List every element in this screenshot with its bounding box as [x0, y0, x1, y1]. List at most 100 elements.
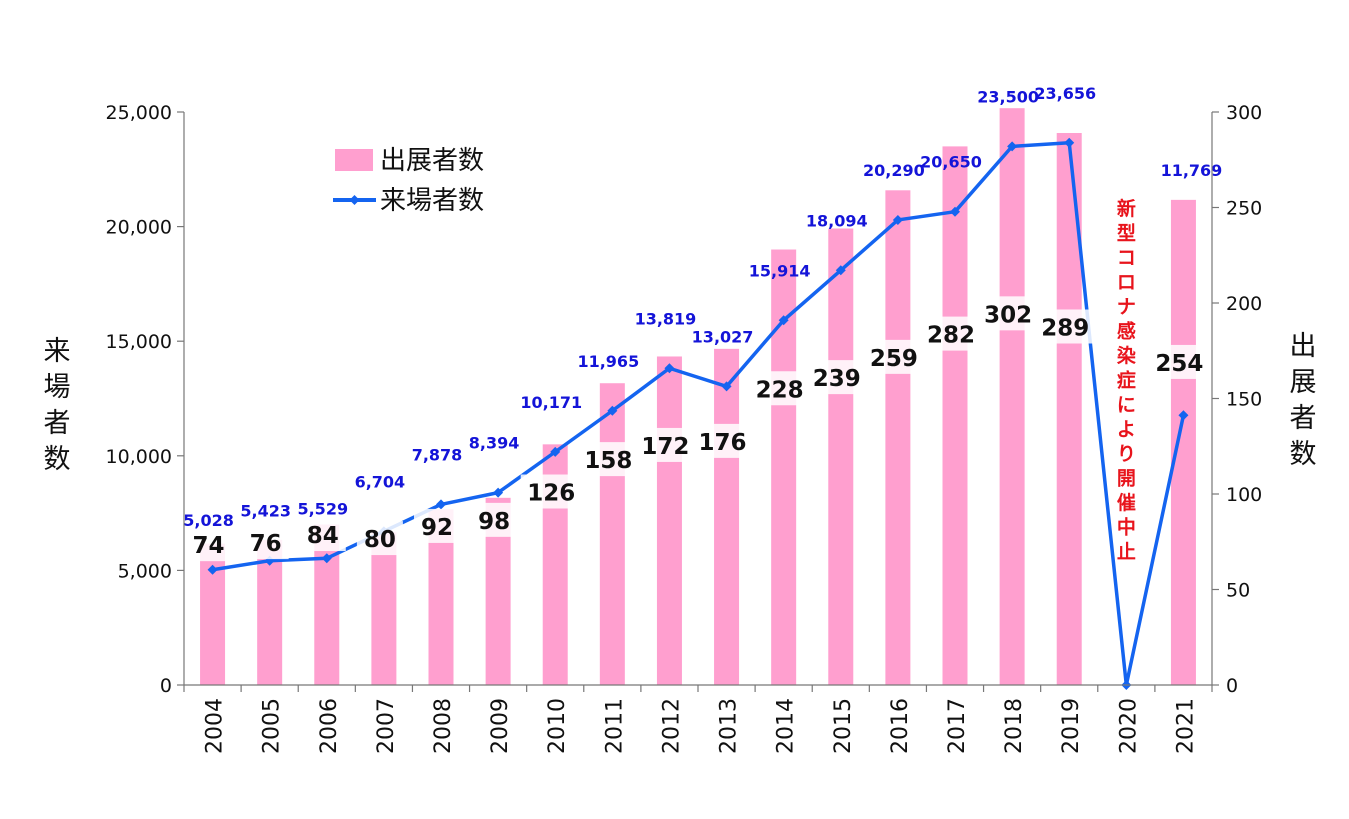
legend-label: 来場者数: [380, 186, 484, 216]
annotation-char: 開: [1117, 468, 1136, 490]
y-right-tick-label: 100: [1226, 484, 1262, 506]
y-axis-right-title: 出展者数: [1290, 331, 1317, 470]
x-tick-label: 2021: [1173, 698, 1198, 754]
exhibitor-label-2015: 239: [813, 366, 861, 392]
visitor-label-2008: 7,878: [412, 445, 463, 464]
x-tick-label: 2020: [1116, 698, 1141, 754]
exhibitor-label-2017: 282: [927, 323, 975, 349]
visitor-point-2012: [664, 363, 675, 374]
exhibitor-bars: [200, 108, 1196, 686]
y-left-tick-label: 10,000: [106, 446, 172, 468]
exhibitor-label-2010: 126: [527, 481, 575, 507]
visitor-point-2018: [1007, 141, 1018, 152]
annotation-char: 新: [1117, 197, 1136, 220]
visitor-label-2005: 5,423: [240, 502, 291, 521]
exhibitor-label-2019: 289: [1041, 316, 1089, 342]
exhibitor-label-bg: [520, 474, 582, 509]
exhibitor-label-2014: 228: [756, 377, 804, 403]
visitor-label-2009: 8,394: [469, 434, 520, 453]
exhibitor-label-bg: [1148, 344, 1210, 379]
exhibitor-label-bg: [634, 427, 696, 462]
exhibitor-label-bg: [806, 360, 868, 395]
exhibitor-label-bg: [577, 442, 639, 477]
y-left-tick-label: 25,000: [106, 102, 172, 124]
visitor-label-2015: 18,094: [806, 211, 868, 230]
visitor-label-2011: 11,965: [577, 352, 639, 371]
visitor-label-2019: 23,656: [1034, 84, 1096, 103]
exhibitor-label-bg: [242, 525, 289, 560]
annotation-char: 中: [1117, 516, 1136, 539]
y-axis-right-title-char: 展: [1290, 367, 1317, 398]
y-left-tick-label: 20,000: [106, 217, 172, 239]
y-left-tick-label: 15,000: [106, 331, 172, 353]
visitor-label-2013: 13,027: [692, 327, 754, 346]
exhibitor-label-bg: [471, 502, 518, 537]
visitor-label-2021: 11,769: [1161, 161, 1223, 180]
y-right-tick-label: 300: [1226, 102, 1262, 124]
visitor-point-2011: [607, 405, 618, 416]
exhibitor-label-2009: 98: [478, 509, 510, 535]
annotation-char: り: [1117, 443, 1136, 465]
y-axis-left-title-char: 場: [44, 372, 71, 403]
visitor-point-2015: [835, 265, 846, 276]
annotation-char: よ: [1117, 419, 1136, 441]
x-tick-label: 2015: [831, 698, 856, 754]
visitor-line: [207, 137, 1189, 690]
x-tick-label: 2016: [888, 698, 913, 754]
x-tick-label: 2018: [1002, 698, 1027, 754]
visitor-point-2008: [436, 499, 446, 510]
y-left-tick-label: 5,000: [118, 560, 172, 582]
x-tick-label: 2013: [717, 698, 742, 754]
exhibitor-label-bg: [692, 423, 754, 458]
x-tick-label: 2006: [317, 698, 342, 754]
y-axis-left-title-char: 者: [44, 408, 71, 439]
visitor-point-2017: [950, 206, 960, 217]
exhibitor-label-bg: [749, 371, 811, 406]
visitor-label-2018: 23,500: [977, 87, 1039, 106]
annotation-char: ナ: [1117, 296, 1136, 318]
visitor-label-2016: 20,290: [863, 161, 925, 180]
visitor-point-2016: [892, 214, 903, 225]
y-axis-left-title-char: 数: [44, 444, 71, 475]
visitor-point-2010: [550, 446, 561, 457]
x-tick-label: 2019: [1059, 698, 1084, 754]
annotation-char: 催: [1117, 491, 1136, 514]
x-tick-label: 2011: [602, 698, 627, 754]
exhibitor-label-2008: 92: [421, 515, 453, 541]
visitor-line-path: [212, 141, 1186, 687]
bar-2017: [942, 146, 968, 685]
y-right-tick-label: 150: [1226, 389, 1262, 411]
visitor-point-2013: [721, 381, 732, 392]
exhibitor-label-2006: 84: [307, 523, 339, 549]
exhibitor-label-bg: [1034, 309, 1096, 344]
annotation-char: 止: [1117, 541, 1136, 563]
y-right-tick-label: 50: [1226, 580, 1250, 602]
exhibitor-label-bg: [977, 296, 1039, 331]
exhibitor-label-2018: 302: [984, 302, 1032, 328]
x-tick-label: 2012: [659, 698, 684, 754]
exhibitor-label-2007: 80: [364, 527, 396, 553]
visitor-label-2010: 10,171: [520, 393, 582, 412]
y-axis-left-title-char: 来: [44, 336, 71, 367]
y-right-tick-label: 250: [1226, 198, 1262, 220]
legend-swatch-marker: [349, 195, 360, 205]
bar-2006: [314, 524, 340, 685]
exhibitor-label-2005: 76: [250, 531, 282, 557]
x-tick-label: 2009: [488, 698, 513, 754]
bar-2007: [371, 532, 397, 685]
exhibitor-label-2013: 176: [699, 430, 747, 456]
exhibitor-label-bg: [356, 521, 403, 556]
x-tick-label: 2008: [431, 698, 456, 754]
y-axis-right-title-char: 数: [1290, 439, 1317, 470]
exhibitor-label-2004: 74: [193, 533, 225, 559]
exhibitor-label-2021: 254: [1155, 351, 1203, 377]
legend-swatch-bar: [335, 149, 373, 171]
exhibitor-label-bg: [920, 316, 982, 351]
x-tick-label: 2007: [374, 698, 399, 754]
visitor-label-2006: 5,529: [297, 499, 348, 518]
y-right-tick-label: 200: [1226, 293, 1262, 315]
legend-label: 出展者数: [380, 146, 484, 176]
bar-2015: [828, 228, 854, 685]
data-labels: 74 76 84 80 92 98 126 158 172 176 228 239 259 282 302 2…: [183, 84, 1223, 562]
